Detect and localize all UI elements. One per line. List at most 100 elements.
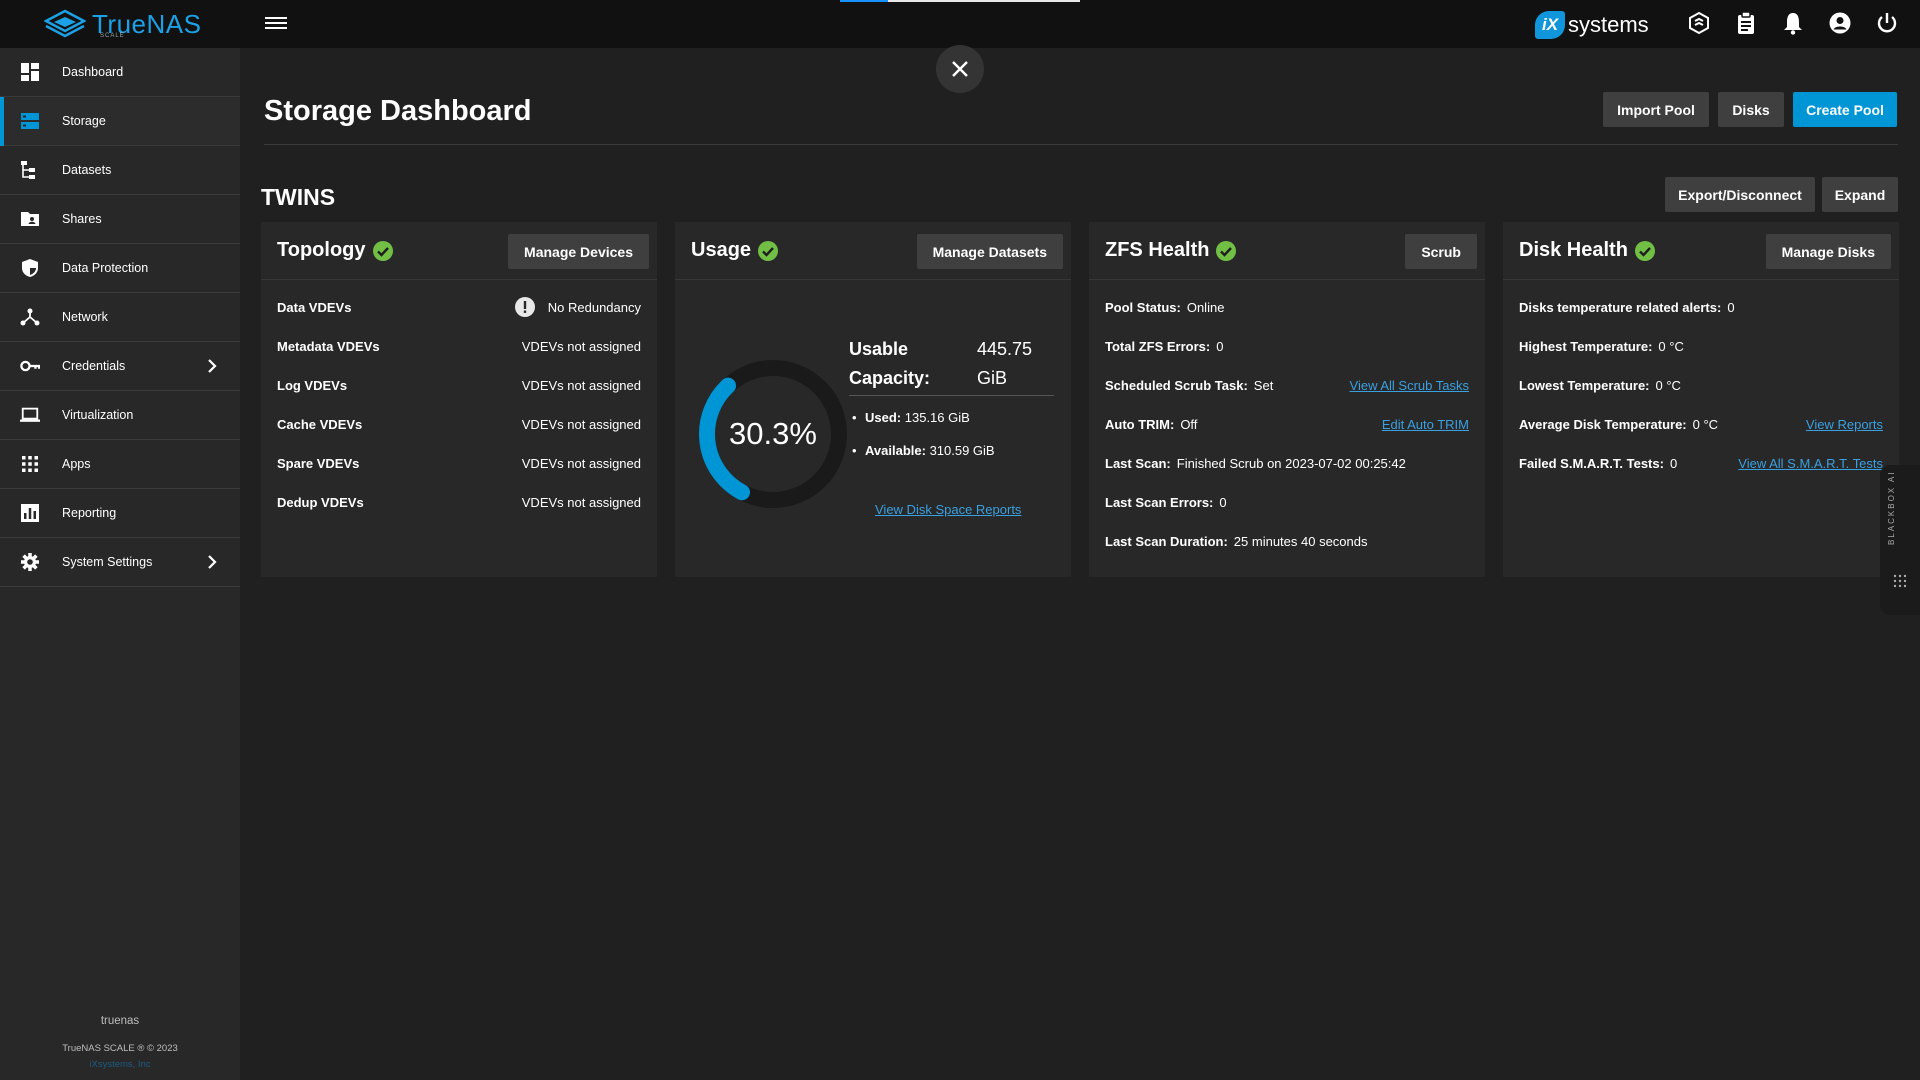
row-value: 0	[1219, 494, 1227, 510]
power-icon[interactable]	[1874, 10, 1900, 36]
usable-label-line1: Usable	[849, 339, 909, 359]
used-label: Used:	[865, 410, 902, 425]
available-item: Available: 310.59 GiB	[852, 443, 995, 458]
row-value: Off	[1180, 416, 1198, 432]
ixsystems-logo[interactable]: iX systems	[1535, 10, 1649, 40]
row-key: Last Scan Duration:	[1105, 533, 1228, 549]
loading-progress-bar	[840, 0, 1080, 2]
sidebar: Dashboard Storage Datasets Shares Data P…	[0, 48, 240, 1080]
sidebar-item-label: Datasets	[62, 163, 112, 177]
sidebar-item-system-settings[interactable]: System Settings	[0, 538, 240, 587]
page-title: Storage Dashboard	[264, 95, 532, 127]
row-value: 0	[1669, 455, 1678, 471]
scrub-button[interactable]: Scrub	[1405, 234, 1477, 269]
close-button[interactable]	[936, 45, 984, 93]
chevron-right-icon	[208, 555, 217, 569]
disk-row: Highest Temperature: 0 °C	[1519, 336, 1883, 356]
sidebar-item-storage[interactable]: Storage	[0, 97, 240, 146]
sidebar-item-credentials[interactable]: Credentials	[0, 342, 240, 391]
zfs-row: Last Scan: Finished Scrub on 2023-07-02 0…	[1105, 453, 1469, 473]
row-value: No Redundancy	[547, 299, 641, 315]
storage-icon	[20, 111, 40, 131]
sidebar-item-label: Data Protection	[62, 261, 149, 275]
create-pool-button[interactable]: Create Pool	[1793, 92, 1897, 127]
shares-icon	[20, 209, 40, 229]
sidebar-item-apps[interactable]: Apps	[0, 440, 240, 489]
row-value: VDEVs not assigned	[521, 455, 641, 471]
sidebar-item-network[interactable]: Network	[0, 293, 240, 342]
available-label: Available:	[865, 443, 926, 458]
notifications-bell-icon[interactable]	[1780, 10, 1806, 36]
topology-row: Cache VDEVs VDEVs not assigned	[277, 414, 641, 434]
card-title: ZFS Health	[1105, 239, 1210, 261]
row-key: Last Scan:	[1105, 455, 1171, 471]
zfs-row: Scheduled Scrub Task: Set View All Scrub T…	[1105, 375, 1469, 395]
topology-row: Dedup VDEVs VDEVs not assigned	[277, 492, 641, 512]
topology-row: Metadata VDEVs VDEVs not assigned	[277, 336, 641, 356]
check-circle-icon	[1634, 240, 1655, 261]
view-all-smart-tests-link[interactable]: View All S.M.A.R.T. Tests	[1738, 455, 1883, 471]
sidebar-item-label: Credentials	[62, 359, 126, 373]
row-value: VDEVs not assigned	[521, 377, 641, 393]
sidebar-item-shares[interactable]: Shares	[0, 195, 240, 244]
disks-button[interactable]: Disks	[1718, 92, 1784, 127]
row-key: Cache VDEVs	[277, 416, 363, 432]
company-link[interactable]: iXsystems, Inc	[89, 1059, 151, 1070]
shield-icon	[20, 258, 40, 278]
export-disconnect-button[interactable]: Export/Disconnect	[1665, 177, 1815, 212]
vendor-name: systems	[1568, 12, 1649, 37]
manage-devices-button[interactable]: Manage Devices	[508, 234, 649, 269]
manage-disks-button[interactable]: Manage Disks	[1765, 234, 1891, 269]
expand-button[interactable]: Expand	[1822, 177, 1898, 212]
usage-card: Usage Manage Datasets 30.3% Usable Capac…	[675, 222, 1071, 577]
disk-row: Disks temperature related alerts: 0	[1519, 297, 1883, 317]
apps-grid-icon	[20, 454, 40, 474]
blackbox-ai-label: BLACKBOX AI	[1887, 470, 1896, 545]
truecommand-icon[interactable]	[1686, 10, 1712, 36]
account-user-icon[interactable]	[1827, 10, 1853, 36]
zfs-row: Last Scan Duration: 25 minutes 40 seconds	[1105, 531, 1469, 551]
view-disk-space-reports-link[interactable]: View Disk Space Reports	[875, 502, 1022, 517]
zfs-health-card: ZFS Health Scrub Pool Status: Online Tota…	[1089, 222, 1485, 577]
row-value: Finished Scrub on 2023-07-02 00:25:42	[1176, 455, 1406, 471]
row-key: Average Disk Temperature:	[1519, 416, 1687, 432]
truenas-logo[interactable]: TrueNAS SCALE	[44, 8, 201, 40]
row-key: Data VDEVs	[277, 299, 352, 315]
row-value: VDEVs not assigned	[521, 494, 641, 510]
topology-row: Data VDEVs No Redundancy	[277, 297, 641, 317]
truenas-logo-icon	[44, 9, 86, 38]
jobs-clipboard-icon[interactable]	[1733, 10, 1759, 36]
blackbox-ai-tab[interactable]: BLACKBOX AI	[1880, 465, 1920, 615]
sidebar-item-data-protection[interactable]: Data Protection	[0, 244, 240, 293]
blackbox-logo-icon	[1893, 574, 1907, 588]
edit-auto-trim-link[interactable]: Edit Auto TRIM	[1381, 416, 1469, 432]
row-value: 0 °C	[1658, 338, 1684, 354]
usable-label-line2: Capacity:	[849, 368, 931, 388]
view-reports-link[interactable]: View Reports	[1805, 416, 1883, 432]
row-value: VDEVs not assigned	[521, 338, 641, 354]
sidebar-item-reporting[interactable]: Reporting	[0, 489, 240, 538]
available-value: 310.59 GiB	[929, 443, 995, 458]
laptop-icon	[20, 405, 40, 425]
sidebar-footer: truenas TrueNAS SCALE ® © 2023 iXsystems…	[0, 1015, 240, 1070]
menu-toggle-icon[interactable]	[265, 14, 287, 34]
warning-icon	[515, 297, 535, 317]
row-value: 25 minutes 40 seconds	[1233, 533, 1368, 549]
manage-datasets-button[interactable]: Manage Datasets	[916, 234, 1063, 269]
row-key: Last Scan Errors:	[1105, 494, 1214, 510]
row-value: Set	[1253, 377, 1274, 393]
close-icon	[952, 61, 968, 77]
topology-card: Topology Manage Devices Data VDEVs No Re…	[261, 222, 657, 577]
usable-value: 445.75	[977, 339, 1033, 359]
zfs-row: Last Scan Errors: 0	[1105, 492, 1469, 512]
sidebar-item-label: Dashboard	[62, 65, 124, 79]
view-all-scrub-tasks-link[interactable]: View All Scrub Tasks	[1349, 377, 1469, 393]
sidebar-item-dashboard[interactable]: Dashboard	[0, 48, 240, 97]
row-key: Lowest Temperature:	[1519, 377, 1650, 393]
gear-icon	[20, 552, 40, 572]
header-divider	[264, 144, 1898, 145]
sidebar-item-virtualization[interactable]: Virtualization	[0, 391, 240, 440]
import-pool-button[interactable]: Import Pool	[1603, 92, 1709, 127]
card-title: Disk Health	[1519, 239, 1628, 261]
sidebar-item-datasets[interactable]: Datasets	[0, 146, 240, 195]
